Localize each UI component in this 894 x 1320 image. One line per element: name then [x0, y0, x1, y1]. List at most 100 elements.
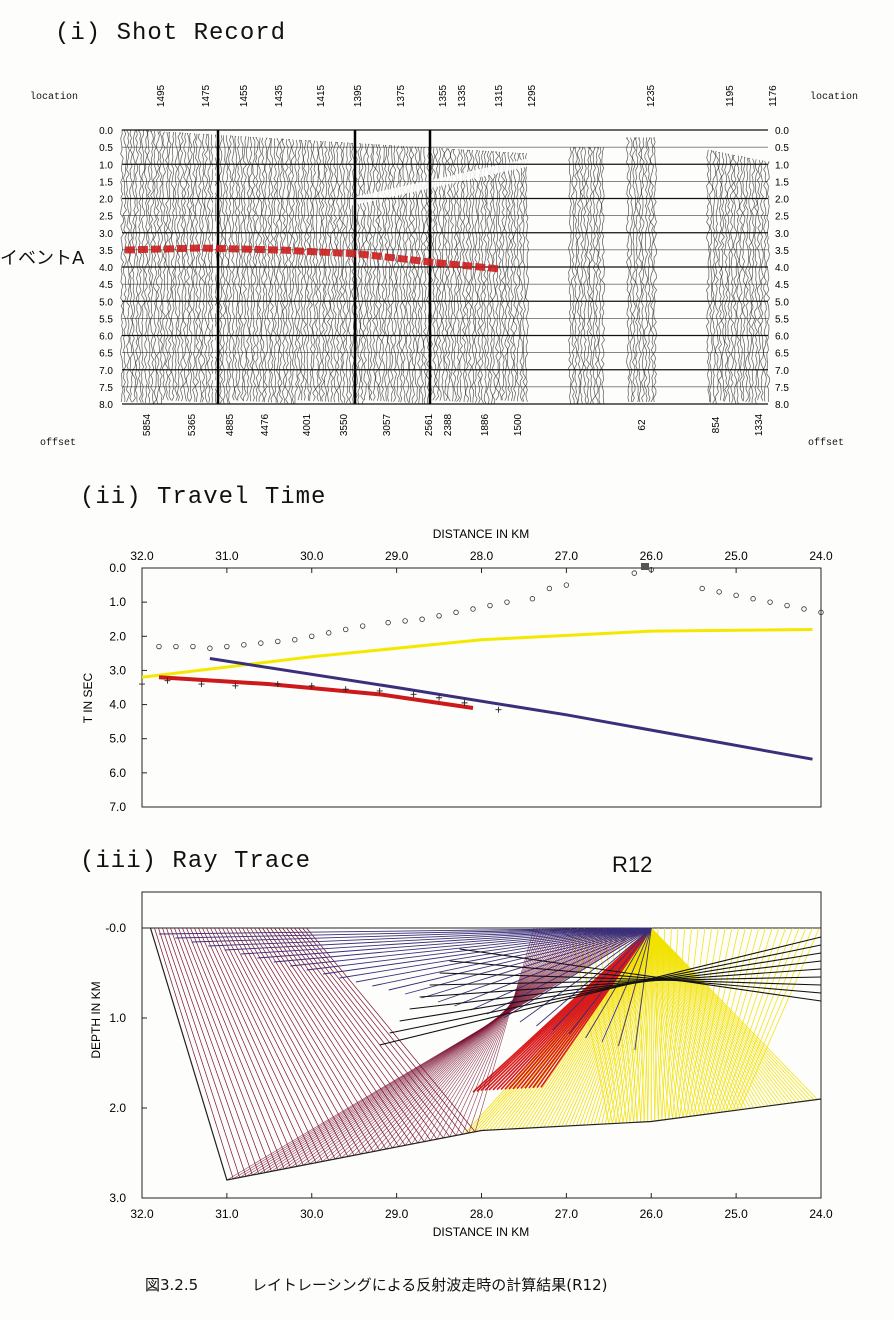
ray-trace-chart: 32.0 31.0 30.0 29.0 28.0 27.0 26.0 25.0 24.0 -0.…	[89, 891, 833, 1239]
time-tick-right-3: 1.5	[775, 177, 789, 188]
time-ticks-left: 0.0 0.5 1.0 1.5 2.0 2.5 3.0 3.5 4.0 4.5 5.0 5.5 6.0 6…	[99, 126, 113, 411]
event-a-label: イベントA	[0, 248, 85, 269]
seismic-traces	[120, 129, 771, 405]
time-tick-right-6: 3.0	[775, 229, 789, 240]
tt-x-ticks: 32.0 31.0 30.0 29.0 28.0 27.0 26.0 25.0 24.0	[130, 549, 833, 573]
tt-ytick-4: 4.0	[109, 698, 126, 712]
rt-xtick-2: 30.0	[300, 1207, 324, 1221]
time-tick-left-8: 4.0	[99, 263, 113, 274]
offset-tick-0: 5854	[142, 413, 153, 436]
location-tick-1: 1475	[201, 84, 212, 107]
offset-tick-8: 2388	[443, 413, 454, 436]
location-tick-12: 1195	[725, 85, 736, 107]
tt-point-0-16	[436, 613, 442, 619]
rt-ytick-2: 2.0	[109, 1101, 126, 1115]
offset-tick-2: 4885	[225, 413, 236, 436]
tt-point-0-24	[631, 570, 637, 576]
location-tick-7: 1355	[438, 84, 449, 107]
tt-point-0-22	[546, 585, 553, 592]
offset-tick-1: 5365	[187, 413, 198, 436]
tt-ytick-1: 1.0	[109, 595, 126, 609]
location-tick-11: 1235	[646, 84, 657, 107]
tt-y-ticks: 0.0 1.0 2.0 3.0 4.0 5.0 6.0 7.0	[109, 561, 147, 814]
tt-point-0-10	[326, 630, 332, 636]
tt-ytick-6: 6.0	[109, 766, 126, 780]
ray-trace-model-label: R12	[612, 852, 653, 877]
rt-xtick-7: 25.0	[724, 1207, 748, 1221]
rt-xtick-0: 32.0	[130, 1207, 154, 1221]
tt-ytick-0: 0.0	[109, 561, 126, 575]
time-tick-left-9: 4.5	[99, 280, 113, 291]
rt-xtick-3: 29.0	[385, 1207, 409, 1221]
tt-point-0-31	[784, 602, 790, 609]
time-tick-right-2: 1.0	[775, 160, 789, 171]
tt-point-0-9	[309, 633, 315, 639]
time-tick-left-11: 5.5	[99, 314, 113, 325]
tt-points	[139, 567, 824, 713]
tt-point-1-1	[164, 677, 171, 684]
tt-point-0-13	[385, 619, 391, 626]
rt-xtick-6: 26.0	[640, 1207, 664, 1221]
time-tick-left-1: 0.5	[99, 143, 113, 154]
tt-point-1-7	[376, 687, 383, 694]
time-tick-left-10: 5.0	[99, 297, 113, 308]
tt-xtick-1: 31.0	[215, 549, 239, 563]
time-tick-right-12: 6.0	[775, 332, 789, 343]
shot-record-title: (i) Shot Record	[55, 20, 287, 47]
time-tick-right-13: 6.5	[775, 349, 789, 360]
time-tick-left-4: 2.0	[99, 195, 113, 206]
rt-ytick-1: 1.0	[109, 1011, 126, 1025]
tt-xtick-4: 28.0	[470, 549, 494, 563]
travel-time-chart: DISTANCE IN KM 32.0 31.0 30.0 29.0 28.0 27.0 2…	[81, 527, 833, 814]
location-tick-2: 1455	[239, 84, 250, 107]
tt-point-1-0	[139, 681, 145, 688]
location-tick-13: 1176	[768, 85, 779, 107]
tt-point-1-2	[198, 681, 205, 688]
tt-point-1-4	[274, 681, 281, 688]
location-tick-3: 1435	[274, 84, 285, 107]
rt-xlabel: DISTANCE IN KM	[433, 1225, 529, 1239]
time-tick-right-0: 0.0	[775, 126, 789, 137]
tt-point-0-29	[750, 596, 756, 602]
rt-ytick-0: -0.0	[105, 921, 126, 935]
tt-curve-2	[158, 675, 474, 710]
tt-point-0-8	[292, 636, 298, 643]
time-tick-right-4: 2.0	[775, 195, 789, 206]
tt-xtick-3: 29.0	[385, 549, 409, 563]
rt-xtick-1: 31.0	[215, 1207, 239, 1221]
time-tick-left-16: 8.0	[99, 400, 113, 411]
time-tick-left-6: 3.0	[99, 229, 113, 240]
offset-tick-10: 1500	[513, 413, 524, 436]
tt-curve-0	[141, 627, 813, 679]
location-tick-6: 1375	[396, 84, 407, 107]
rt-reflector-line	[149, 927, 822, 1181]
rt-xtick-4: 28.0	[470, 1207, 494, 1221]
offset-tick-5: 3550	[339, 413, 350, 436]
tt-ylabel: T IN SEC	[81, 672, 95, 723]
offset-tick-7: 2561	[424, 413, 435, 436]
tt-point-0-6	[258, 640, 264, 646]
tt-point-1-6	[342, 686, 349, 693]
tt-point-0-7	[275, 638, 281, 645]
time-tick-right-16: 8.0	[775, 400, 789, 411]
time-tick-right-5: 2.5	[775, 212, 789, 223]
tt-point-0-0	[156, 643, 162, 650]
tt-point-0-14	[402, 618, 408, 624]
tt-point-0-33	[818, 609, 824, 616]
tt-point-0-26	[699, 585, 705, 592]
location-tick-5: 1395	[353, 84, 364, 107]
tt-xtick-2: 30.0	[300, 549, 324, 563]
offset-tick-6: 3057	[382, 413, 393, 436]
location-label-left: location	[30, 92, 79, 103]
location-tick-8: 1335	[457, 84, 468, 107]
tt-ytick-7: 7.0	[109, 800, 126, 814]
tt-point-0-32	[801, 606, 807, 612]
tt-point-0-28	[733, 592, 739, 599]
tt-frame	[141, 567, 822, 808]
tt-point-0-3	[207, 645, 213, 651]
caption-text: レイトレーシングによる反射波走時の計算結果(R12)	[252, 1276, 608, 1294]
tt-ytick-2: 2.0	[109, 629, 126, 643]
rt-x-ticks: 32.0 31.0 30.0 29.0 28.0 27.0 26.0 25.0 24.0	[130, 1193, 833, 1221]
tt-point-1-3	[232, 682, 239, 689]
time-tick-left-0: 0.0	[99, 126, 113, 137]
